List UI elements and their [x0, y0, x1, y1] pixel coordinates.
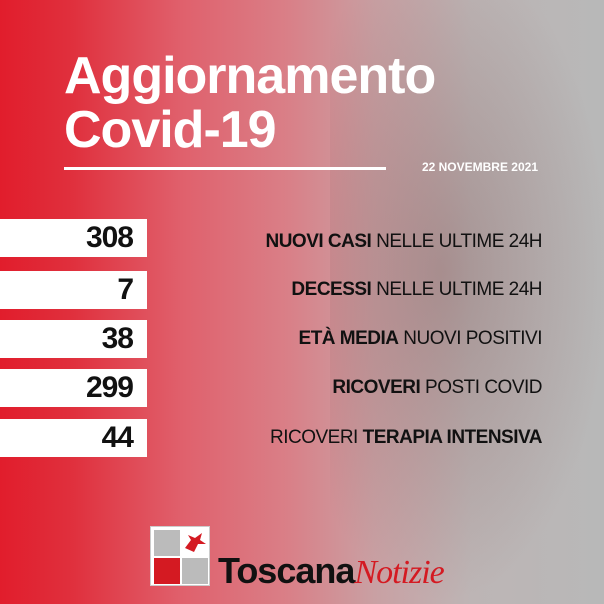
stat-label-deaths: DECESSI NELLE ULTIME 24H — [291, 279, 542, 300]
stat-value-deaths: 7 — [0, 271, 147, 309]
background-photo — [330, 0, 604, 604]
stat-value-intensive-care: 44 — [0, 419, 147, 457]
stat-value-new-cases: 308 — [0, 219, 147, 257]
title-line-2: Covid-19 — [64, 101, 277, 159]
divider — [64, 167, 386, 170]
stat-label-average-age: ETÀ MEDIA NUOVI POSITIVI — [298, 328, 543, 349]
date: 22 NOVEMBRE 2021 — [421, 160, 538, 174]
stat-label-new-cases: NUOVI CASI NELLE ULTIME 24H — [265, 231, 542, 252]
stat-value-average-age: 38 — [0, 320, 147, 358]
stat-label-hospitalized: RICOVERI POSTI COVID — [332, 377, 542, 398]
stat-value-hospitalized: 299 — [0, 369, 147, 407]
pegasus-icon — [185, 533, 206, 552]
title-line-1: Aggiornamento — [64, 47, 436, 105]
toscana-notizie-logo — [150, 526, 210, 586]
stat-label-intensive-care: RICOVERI TERAPIA INTENSIVA — [269, 427, 543, 448]
brand-name: ToscanaNotizie — [218, 550, 445, 591]
